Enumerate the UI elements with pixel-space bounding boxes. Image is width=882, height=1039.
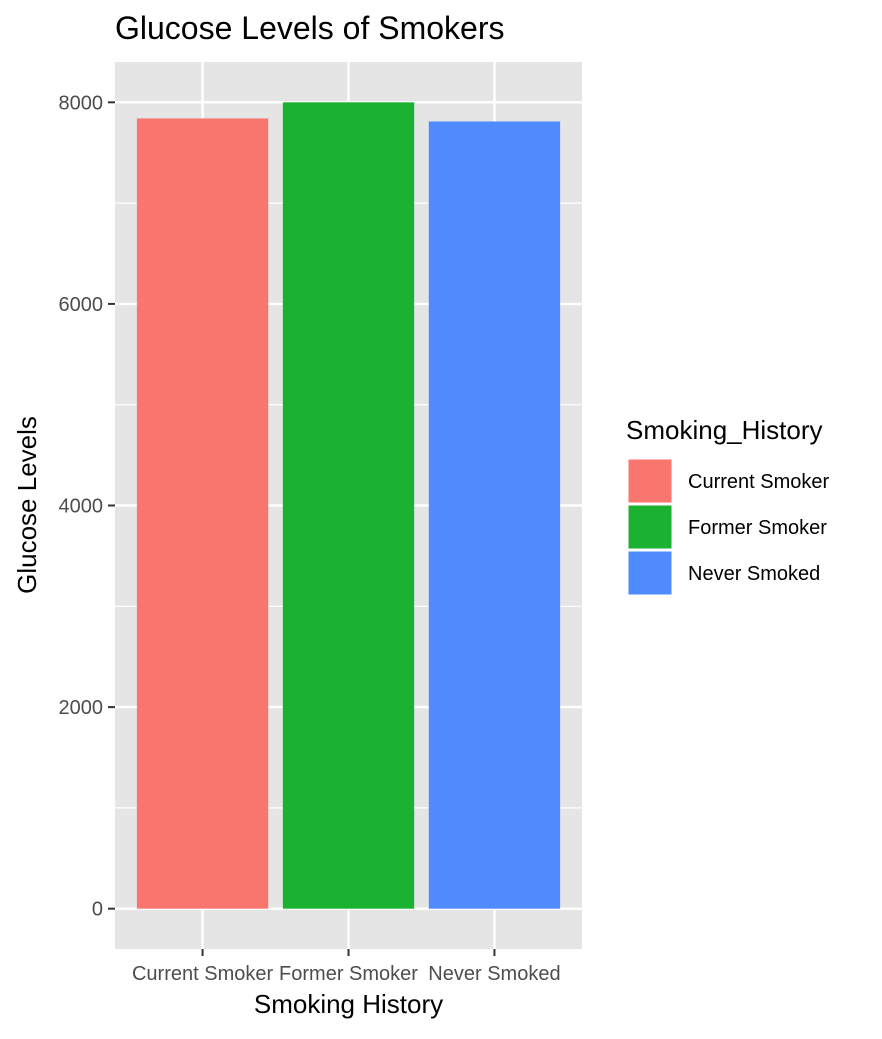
legend-title: Smoking_History xyxy=(626,415,823,445)
legend-label: Former Smoker xyxy=(688,517,827,539)
legend-key xyxy=(627,458,673,504)
x-tick-label: Never Smoked xyxy=(428,963,560,985)
y-tick-label: 0 xyxy=(92,899,103,921)
y-tick-label: 8000 xyxy=(59,92,104,114)
x-axis-title: Smoking History xyxy=(254,989,443,1019)
bar xyxy=(428,121,561,909)
bars xyxy=(136,102,561,909)
x-axis-ticks: Current Smoker Former Smoker Never Smoked xyxy=(132,949,561,985)
x-tick-label: Current Smoker xyxy=(132,963,273,985)
y-axis-ticks: 0 2000 4000 6000 8000 xyxy=(59,92,115,921)
y-tick-label: 4000 xyxy=(59,496,104,518)
legend-label: Current Smoker xyxy=(688,471,829,493)
legend-key xyxy=(627,550,673,596)
legend-items: Current Smoker Former Smoker Never Smoked xyxy=(627,458,829,596)
legend: Smoking_History Current Smoker Former Smo… xyxy=(626,415,829,596)
x-tick-label: Former Smoker xyxy=(279,963,418,985)
legend-key xyxy=(627,504,673,550)
bar xyxy=(136,118,269,909)
y-tick-label: 2000 xyxy=(59,697,104,719)
chart-title: Glucose Levels of Smokers xyxy=(115,10,505,46)
legend-label: Never Smoked xyxy=(688,563,820,585)
bar xyxy=(282,102,415,909)
y-axis-title: Glucose Levels xyxy=(12,416,42,594)
y-tick-label: 6000 xyxy=(59,294,104,316)
